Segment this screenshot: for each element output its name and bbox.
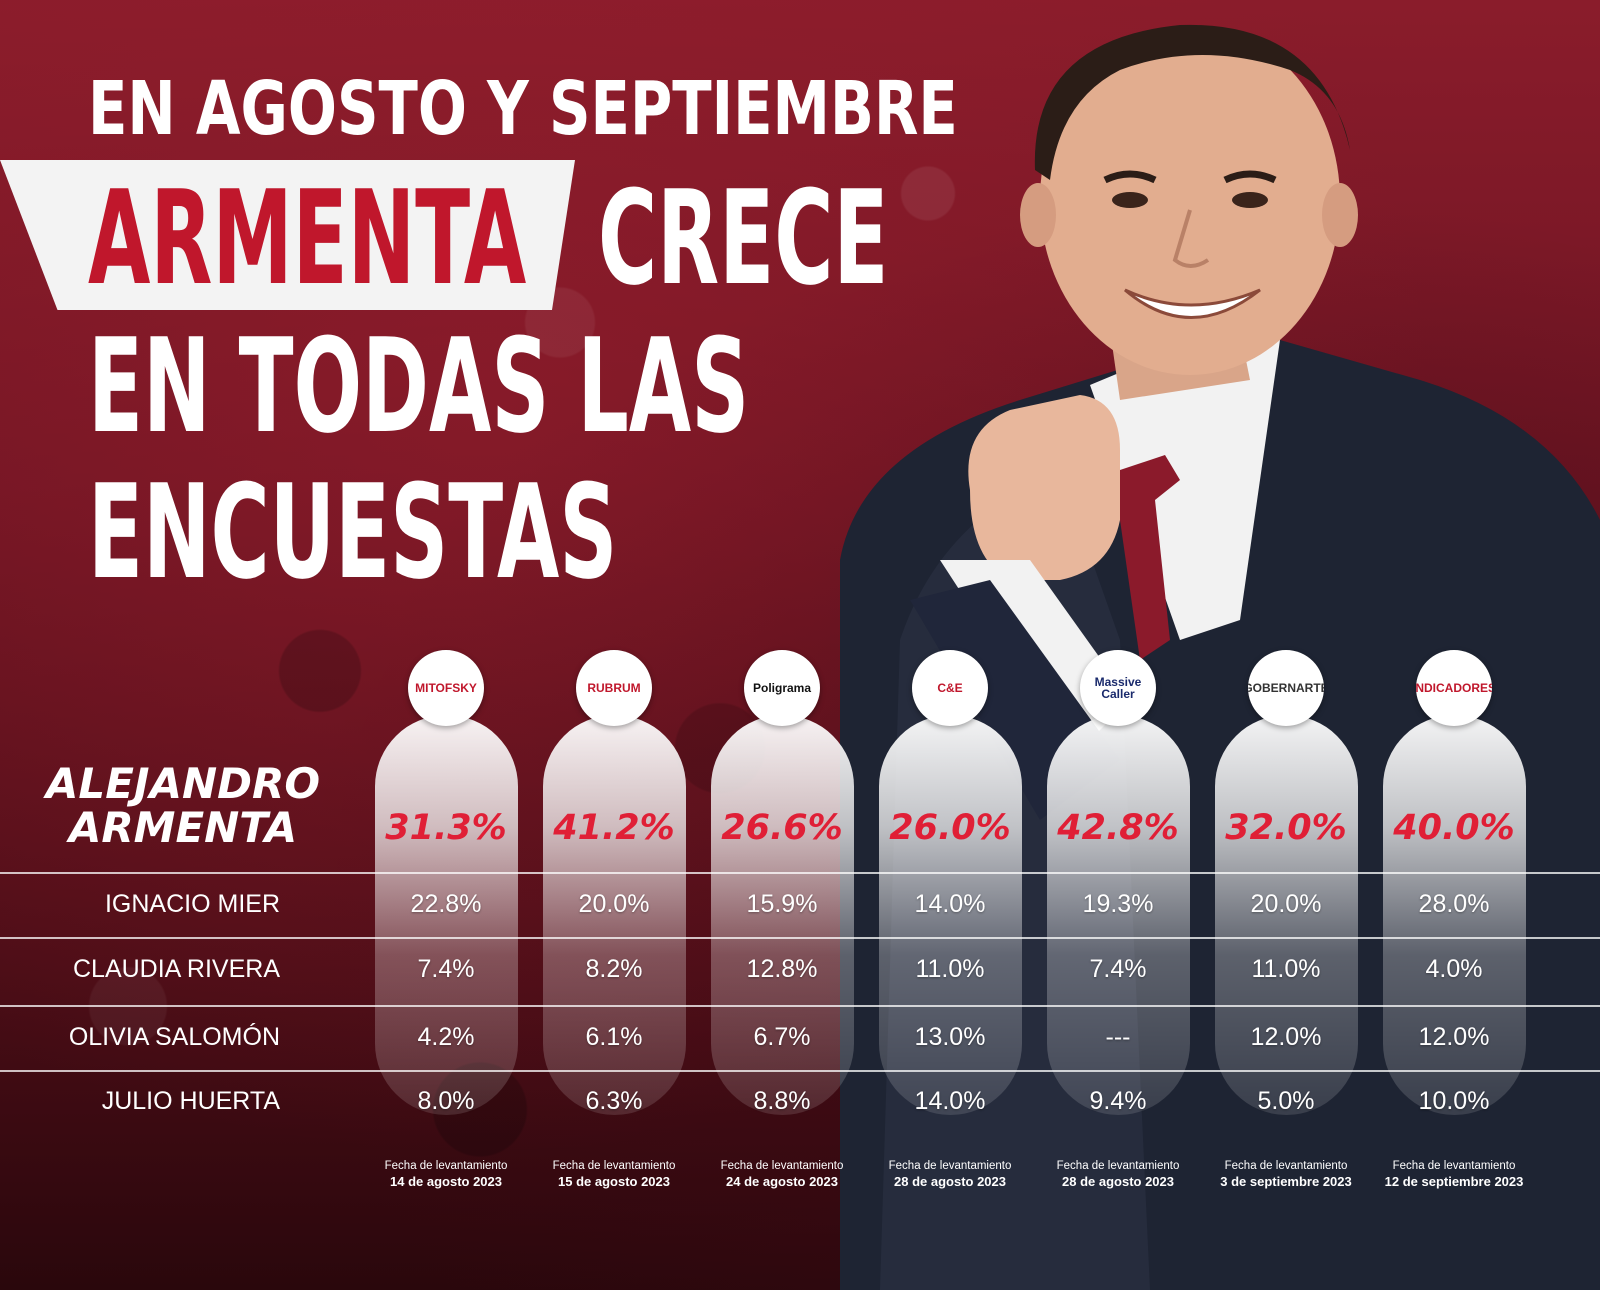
pollster-column-4 [878,715,1022,1115]
pollster-logo-text: RUBRUM [587,681,641,695]
poll-value: 4.2% [417,1023,475,1051]
row-divider [0,1005,1600,1007]
pollster-column-3 [710,715,854,1115]
pollster-logo-text: MITOFSKY [415,681,477,695]
poll-value: 5.0% [1257,1087,1315,1115]
row-divider [0,937,1600,939]
survey-date: 28 de agosto 2023 [894,1174,1006,1189]
lead-candidate-name-line1: ALEJANDRO [45,759,321,808]
lead-value: 42.8% [1057,808,1179,848]
poll-value: 20.0% [1250,890,1322,918]
poll-value: 19.3% [1082,890,1154,918]
lead-value: 26.6% [721,808,843,848]
candidate-name: JULIO HUERTA [101,1087,280,1115]
candidate-name: OLIVIA SALOMÓN [68,1023,280,1051]
pollster-logo-3: Poligrama [744,650,820,726]
date-label: Fecha de levantamiento [720,1160,844,1172]
pollster-logo-text: INDICADORES [1416,681,1492,695]
candidate-name: CLAUDIA RIVERA [72,955,280,983]
pollster-logo-5: Massive Caller [1080,650,1156,726]
survey-date: 24 de agosto 2023 [726,1174,838,1189]
date-label: Fecha de levantamiento [1392,1160,1516,1172]
pollster-logo-7: INDICADORES [1416,650,1492,726]
survey-date: 14 de agosto 2023 [390,1174,502,1189]
survey-date: 12 de septiembre 2023 [1384,1174,1524,1189]
poll-value: 28.0% [1418,890,1490,918]
row-divider [0,1070,1600,1072]
poll-value: 12.8% [746,955,818,983]
pollster-logo-6: GOBERNARTE [1248,650,1324,726]
date-label: Fecha de levantamiento [1056,1160,1180,1172]
poll-value: 8.8% [753,1087,811,1115]
poll-value: 13.0% [914,1023,986,1051]
pollster-column-2 [542,715,686,1115]
poll-value: 14.0% [914,1087,986,1115]
pollster-column-6 [1214,715,1358,1115]
poll-value: 9.4% [1089,1087,1147,1115]
pollster-logo-text: C&E [937,681,963,695]
poll-value: 7.4% [417,955,475,983]
poll-value: 8.2% [585,955,643,983]
candidate-name: IGNACIO MIER [104,890,280,918]
date-label: Fecha de levantamiento [888,1160,1012,1172]
survey-date: 28 de agosto 2023 [1062,1174,1174,1189]
poll-value: 7.4% [1089,955,1147,983]
poll-value: 6.1% [585,1023,643,1051]
headline-line2: CRECE [598,162,889,314]
headline-line3: EN TODAS LAS [88,310,750,462]
poll-value: 20.0% [578,890,650,918]
lead-value: 41.2% [553,808,675,848]
date-label: Fecha de levantamiento [1224,1160,1348,1172]
lead-value: 40.0% [1393,808,1515,848]
headline-line1: EN AGOSTO Y SEPTIEMBRE [88,66,958,152]
date-label: Fecha de levantamiento [384,1160,508,1172]
lead-candidate-name-line2: ARMENTA [68,803,298,852]
poll-value: 10.0% [1418,1087,1490,1115]
pollster-logo-text: GOBERNARTE [1248,681,1324,695]
poll-value: 12.0% [1250,1023,1322,1051]
pollster-logo-4: C&E [912,650,988,726]
pollster-logo-1: MITOFSKY [408,650,484,726]
pollster-logo-2: RUBRUM [576,650,652,726]
pollster-logo-text: Poligrama [752,681,812,695]
date-label: Fecha de levantamiento [552,1160,676,1172]
poll-value: 6.7% [753,1023,811,1051]
pollster-logo-text: Massive Caller [1094,675,1142,701]
lead-value: 32.0% [1225,808,1347,848]
pollster-column-1 [374,715,518,1115]
poll-value: 12.0% [1418,1023,1490,1051]
headline-line4: ENCUESTAS [88,456,618,608]
poll-value: 11.0% [915,955,985,983]
row-divider [0,872,1600,874]
poll-value: 6.3% [585,1087,643,1115]
lead-value: 26.0% [889,808,1011,848]
headline-highlight: ARMENTA [88,162,527,314]
lead-value: 31.3% [385,808,507,848]
lead-candidate-name: ALEJANDRO ARMENTA [18,762,348,850]
poll-value: 11.0% [1251,955,1321,983]
poll-value: 14.0% [914,890,986,918]
highlight-banner [0,160,575,310]
survey-date: 3 de septiembre 2023 [1220,1174,1352,1189]
poll-value: 8.0% [417,1087,475,1115]
poll-value: 15.9% [746,890,818,918]
poll-value: 22.8% [410,890,482,918]
poll-value: 4.0% [1425,955,1483,983]
pollster-column-5 [1046,715,1190,1115]
poll-value: --- [1105,1023,1131,1051]
pollster-column-7 [1382,715,1526,1115]
survey-date: 15 de agosto 2023 [558,1174,670,1189]
